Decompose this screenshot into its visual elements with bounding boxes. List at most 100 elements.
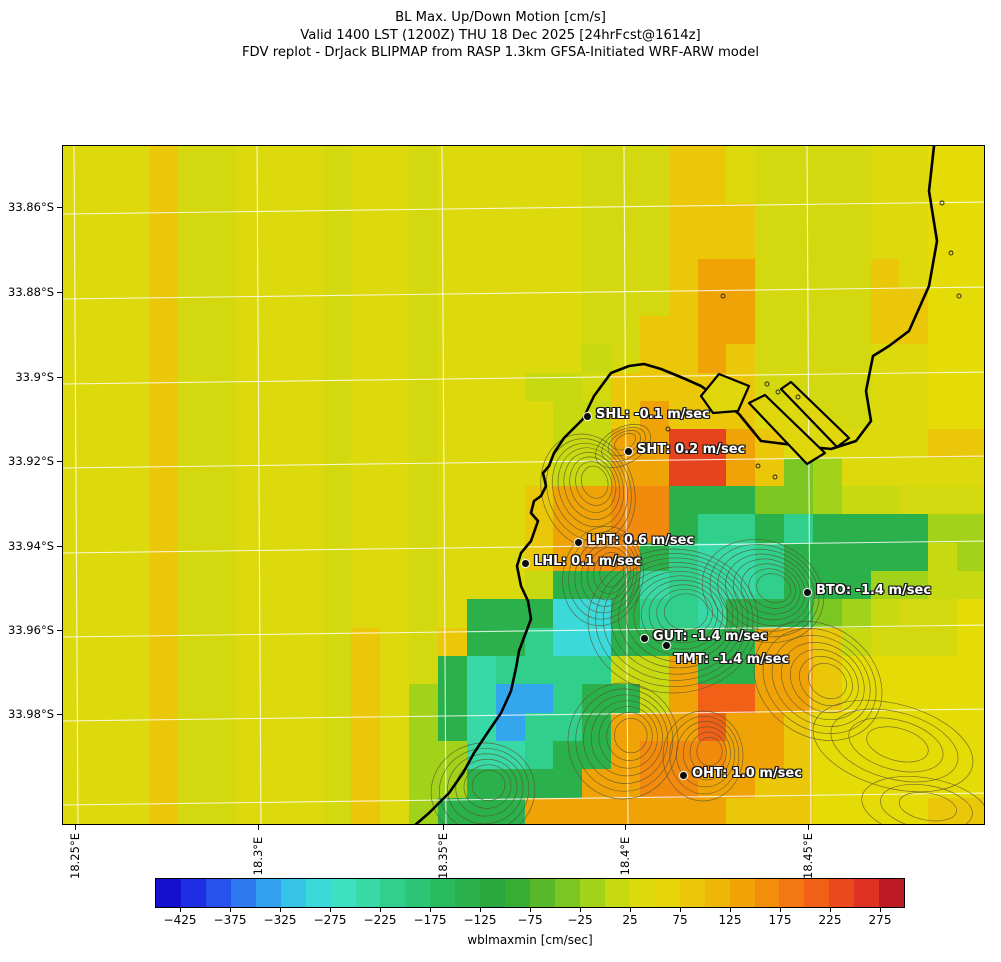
colorbar-segment — [629, 879, 655, 907]
colorbar-label: wblmaxmin [cm/sec] — [467, 933, 593, 947]
heatmap-cell — [466, 486, 497, 515]
heatmap-cell — [957, 627, 984, 657]
heatmap-cell — [726, 231, 756, 260]
colorbar-tick-mark — [480, 908, 481, 912]
heatmap-cell — [178, 656, 208, 685]
heatmap-cell — [322, 202, 353, 232]
heatmap-cell — [437, 429, 468, 459]
heatmap-cell — [495, 401, 526, 430]
heatmap-cell — [726, 656, 756, 685]
heatmap-cell — [380, 429, 410, 459]
map-overlay — [63, 146, 984, 824]
heatmap-cell — [149, 769, 179, 799]
colorbar-tick-label: −25 — [567, 913, 593, 927]
heatmap-cell — [236, 372, 266, 402]
colorbar-segment — [879, 879, 905, 907]
heatmap-cell — [495, 599, 526, 629]
heatmap-cell — [149, 797, 179, 824]
heatmap-cell — [841, 769, 872, 799]
heatmap-cell — [957, 741, 984, 770]
colorbar-tick-mark — [630, 908, 631, 912]
heatmap-cell — [812, 231, 843, 260]
heatmap-cell — [957, 401, 984, 430]
heatmap-cell — [957, 316, 984, 345]
heatmap-cell — [524, 174, 554, 204]
heatmap-cell — [928, 401, 958, 430]
heatmap-cell — [293, 259, 324, 289]
heatmap-cell — [524, 571, 554, 600]
heatmap-cell — [726, 486, 756, 515]
station-dot-oht — [679, 771, 687, 779]
heatmap-cell — [841, 797, 872, 824]
colorbar-tick-mark — [580, 908, 581, 912]
heatmap-cell — [293, 741, 324, 770]
heatmap-cell — [63, 316, 93, 345]
heatmap-cell — [784, 174, 814, 204]
heatmap-cell — [899, 259, 929, 289]
heatmap-cell — [928, 599, 958, 629]
x-axis-tick-label: 18.4°E — [618, 836, 632, 876]
heatmap-cell — [870, 429, 901, 459]
heatmap-cell — [437, 571, 468, 600]
heatmap-cell — [553, 571, 583, 600]
heatmap-cell — [264, 231, 295, 260]
heatmap-cell — [120, 599, 151, 629]
heatmap-cell — [91, 316, 122, 345]
y-axis-tick-mark — [57, 461, 62, 462]
heatmap-cell — [437, 797, 468, 824]
heatmap-cell — [870, 571, 901, 600]
heatmap-cell — [899, 231, 929, 260]
x-axis-tick-label: 18.35°E — [436, 833, 450, 879]
heatmap-cell — [928, 627, 958, 657]
heatmap-cell — [812, 599, 843, 629]
station-label-lht: LHT: 0.6 m/sec — [587, 533, 695, 548]
heatmap-cell — [899, 146, 929, 175]
x-axis-tick-label: 18.25°E — [68, 833, 82, 879]
heatmap-cell — [409, 571, 439, 600]
heatmap-cell — [466, 372, 497, 402]
heatmap-cell — [120, 401, 151, 430]
heatmap-cell — [784, 797, 814, 824]
heatmap-cell — [149, 259, 179, 289]
heatmap-cell — [957, 599, 984, 629]
colorbar-segment — [779, 879, 805, 907]
station-dot-sht — [624, 447, 632, 455]
heatmap-cell — [870, 486, 901, 515]
heatmap-cell — [553, 684, 583, 714]
heatmap-cell — [524, 429, 554, 459]
heatmap-cell — [784, 514, 814, 544]
heatmap-cell — [149, 401, 179, 430]
heatmap-cell — [928, 514, 958, 544]
figure-model-source: FDV replot - DrJack BLIPMAP from RASP 1.… — [241, 45, 760, 60]
x-axis-tick-mark — [443, 825, 444, 830]
heatmap-cell — [178, 287, 208, 317]
heatmap-cell — [726, 684, 756, 714]
heatmap-cell — [178, 599, 208, 629]
heatmap-cell — [726, 429, 756, 459]
heatmap-cell — [697, 514, 727, 544]
colorbar-segment — [230, 879, 256, 907]
heatmap-cell — [812, 146, 843, 175]
heatmap-cell — [697, 146, 727, 175]
heatmap-cell — [812, 656, 843, 685]
heatmap-cell — [322, 542, 353, 572]
heatmap-cell — [120, 769, 151, 799]
heatmap-cell — [63, 486, 93, 515]
heatmap-cell — [322, 741, 353, 770]
heatmap-cell — [120, 571, 151, 600]
heatmap-cell — [784, 146, 814, 175]
heatmap-cell — [380, 514, 410, 544]
heatmap-cell — [639, 174, 670, 204]
colorbar-tick-label: 125 — [718, 913, 742, 927]
heatmap-cell — [553, 344, 583, 374]
y-axis-tick-label: 33.98°S — [8, 707, 54, 721]
heatmap-cell — [264, 401, 295, 430]
heatmap-cell — [236, 231, 266, 260]
heatmap-cell — [409, 457, 439, 487]
heatmap-cell — [899, 571, 929, 600]
heatmap-cell — [322, 344, 353, 374]
heatmap-cell — [207, 344, 237, 374]
heatmap-cell — [841, 486, 872, 515]
heatmap-cell — [841, 146, 872, 175]
heatmap-cell — [322, 514, 353, 544]
